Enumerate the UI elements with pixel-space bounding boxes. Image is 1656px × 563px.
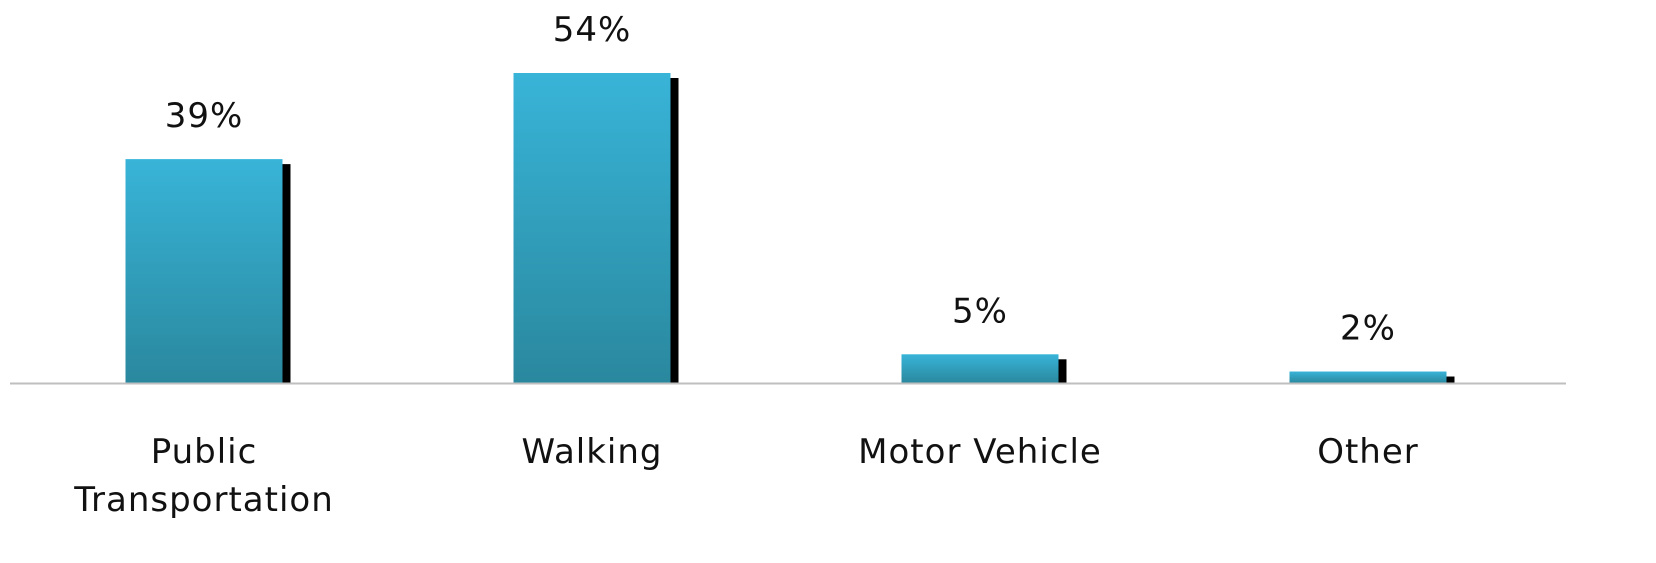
value-label: 54% [553,10,632,50]
bar [901,354,1059,383]
x-tick-label: Motor Vehicle [858,432,1102,472]
x-tick-label: Public Transportation [74,432,334,520]
value-label: 5% [952,291,1008,331]
bar [125,159,283,383]
x-tick-label: Other [1317,432,1419,472]
x-tick-label: Walking [521,432,663,472]
value-label: 39% [165,96,244,136]
bar [513,73,671,383]
bar [1289,371,1447,383]
value-label: 2% [1340,309,1396,349]
